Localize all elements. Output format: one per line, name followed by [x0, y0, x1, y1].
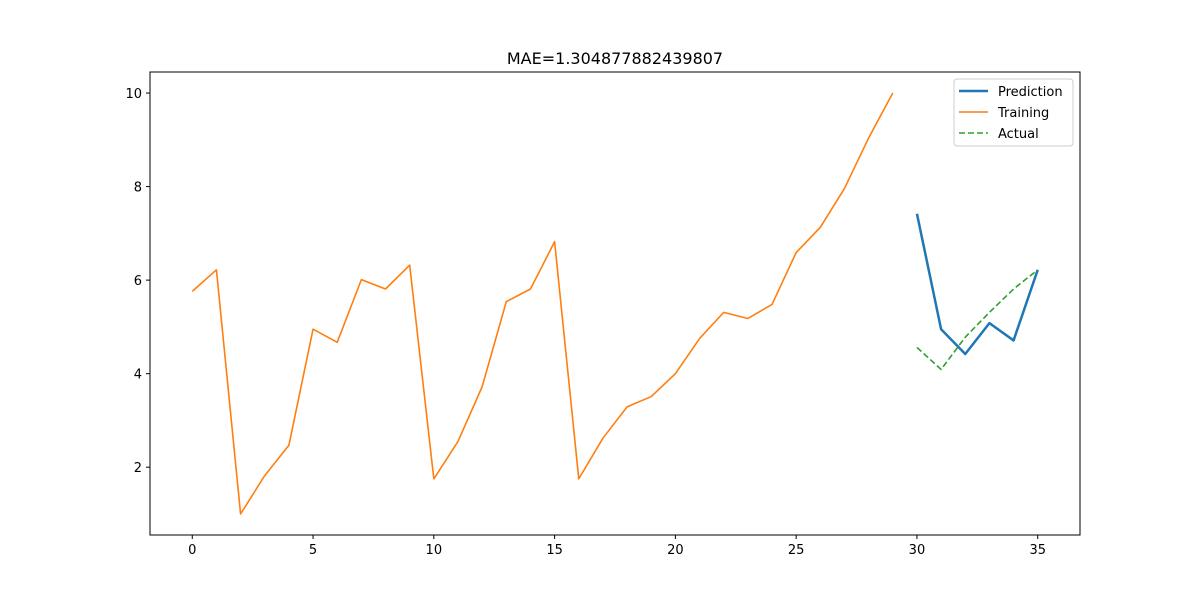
- x-tick-label: 20: [667, 543, 684, 558]
- y-tick-label: 8: [134, 181, 142, 196]
- x-tick-label: 10: [426, 543, 443, 558]
- legend-label-actual: Actual: [998, 127, 1039, 142]
- legend-label-training: Training: [997, 106, 1049, 121]
- y-tick-label: 2: [134, 461, 142, 476]
- x-tick-label: 35: [1029, 543, 1046, 558]
- legend-box: [953, 78, 1074, 147]
- y-tick-label: 6: [134, 274, 142, 289]
- axes-frame: [149, 71, 1081, 536]
- chart-title: MAE=1.304877882439807: [507, 49, 723, 68]
- x-tick-label: 30: [909, 543, 926, 558]
- legend: Prediction Training Actual: [953, 78, 1074, 147]
- series-actual-line: [916, 269, 1039, 371]
- y-tick-label: 10: [125, 87, 142, 102]
- x-tick-label: 25: [788, 543, 805, 558]
- x-tick-label: 0: [188, 543, 196, 558]
- series-training-line: [191, 92, 894, 515]
- series-prediction-line: [915, 213, 1039, 356]
- plot-area: 0 5 10 15 20 25 30 35 2 4 6 8 10: [125, 71, 1081, 558]
- x-tick-label: 5: [309, 543, 317, 558]
- y-tick-label: 4: [134, 368, 142, 383]
- legend-label-prediction: Prediction: [998, 85, 1063, 100]
- x-tick-label: 15: [546, 543, 563, 558]
